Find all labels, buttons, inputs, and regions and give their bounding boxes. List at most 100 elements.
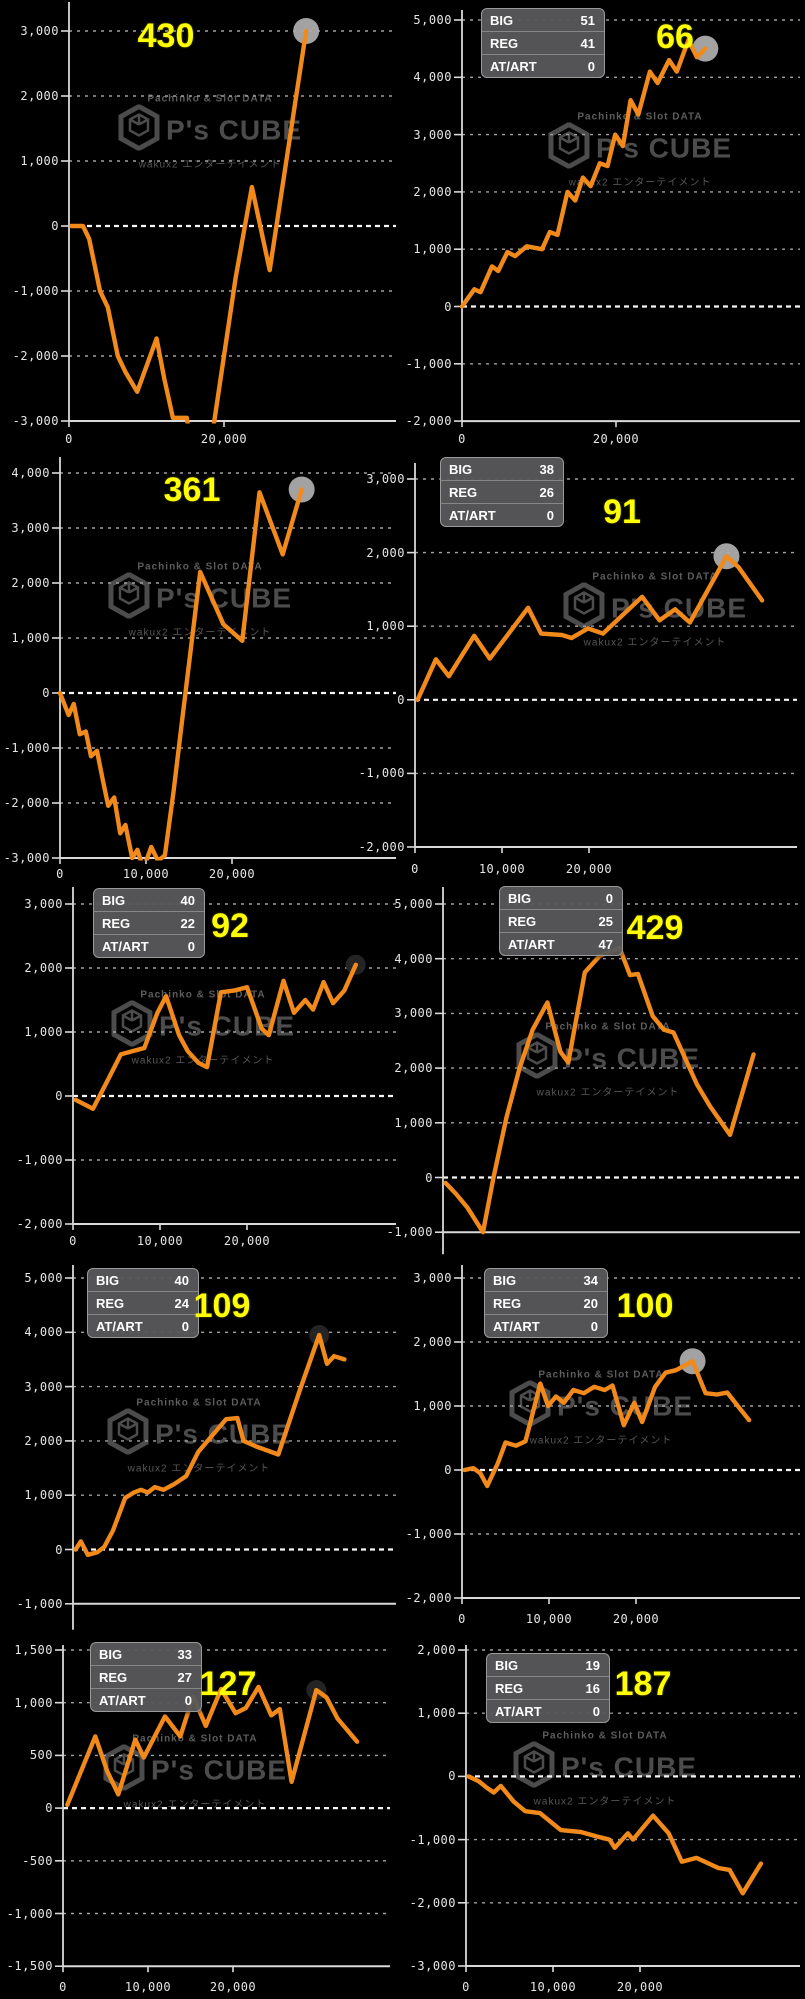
x-tick-label: 0 [458, 432, 466, 446]
y-tick-label: -1,000 [16, 1153, 63, 1167]
stat-value-big: 51 [580, 12, 595, 28]
y-tick-label: 0 [425, 1170, 433, 1185]
plot-svg [65, 1265, 396, 1630]
x-tick-label: 20,000 [616, 1980, 664, 1994]
stat-value-big: 33 [177, 1646, 192, 1662]
y-tick-label: -1,000 [12, 284, 59, 298]
y-tick-label: 0 [55, 1089, 63, 1103]
stat-value-reg: 26 [539, 484, 554, 500]
stat-label-reg: REG [99, 1669, 128, 1685]
stat-label-at_art: AT/ART [495, 1703, 542, 1719]
chart-panel-109: Pachinko & Slot DATA P's CUBE wakux2 エンター… [0, 1261, 403, 1641]
stat-value-at_art: 47 [598, 936, 613, 952]
plot-svg [454, 10, 800, 428]
y-tick-label: -3,000 [12, 414, 59, 428]
stat-value-at_art: 0 [590, 1318, 598, 1334]
y-tick-label: 3,000 [394, 1006, 433, 1021]
y-tick-label: 3,000 [366, 472, 405, 486]
stat-value-at_art: 0 [187, 938, 195, 954]
chart-panel-429: Pachinko & Slot DATA P's CUBE wakux2 エンター… [350, 881, 805, 1261]
stat-label-big: BIG [495, 1657, 519, 1673]
y-tick-label: -500 [22, 1853, 53, 1868]
trend-line [69, 28, 309, 424]
stat-label-big: BIG [508, 890, 532, 906]
x-tick-label: 10,000 [529, 1980, 577, 1994]
x-tick-label: 20,000 [208, 867, 256, 881]
y-tick-label: -2,000 [405, 1591, 452, 1605]
stat-label-reg: REG [493, 1295, 522, 1311]
stat-label-reg: REG [449, 484, 478, 500]
x-tick-label: 0 [69, 1234, 77, 1248]
trend-line [58, 487, 304, 861]
y-tick-label: 4,000 [394, 951, 433, 966]
x-tick-label: 20,000 [209, 1980, 257, 1994]
y-tick-label: 1,000 [20, 154, 59, 168]
y-tick-label: -2,000 [16, 1217, 63, 1231]
plot-svg [458, 1645, 800, 1972]
y-tick-label: 1,000 [24, 1025, 63, 1039]
x-tick-label: 20,000 [565, 862, 613, 876]
stat-label-big: BIG [493, 1272, 517, 1288]
stat-value-reg: 41 [580, 35, 595, 51]
y-tick-label: 5,000 [394, 897, 433, 911]
stat-row-at_art: AT/ART 0 [91, 1688, 201, 1711]
stat-row-reg: REG 27 [91, 1665, 201, 1688]
x-tick-label: 10,000 [136, 1234, 184, 1248]
stat-row-reg: REG 41 [482, 31, 604, 54]
stat-value-at_art: 0 [592, 1703, 600, 1719]
plot-svg [435, 887, 800, 1255]
stat-value-reg: 24 [174, 1295, 189, 1311]
y-tick-label: -1,000 [386, 1225, 433, 1240]
trend-line [462, 1358, 752, 1489]
y-tick-label: -1,500 [6, 1959, 53, 1974]
stat-label-at_art: AT/ART [490, 58, 537, 74]
x-tick-label: 20,000 [200, 432, 248, 446]
stat-row-reg: REG 16 [487, 1676, 609, 1699]
y-tick-label: -1,000 [16, 1596, 63, 1611]
stat-row-reg: REG 26 [441, 480, 563, 503]
machine-number: 66 [656, 18, 694, 56]
y-tick-label: 5,000 [413, 13, 452, 27]
stat-row-big: BIG 38 [441, 458, 563, 480]
stat-value-big: 40 [174, 1272, 189, 1288]
chart-panel-66: Pachinko & Slot DATA P's CUBE wakux2 エンター… [350, 0, 805, 450]
y-tick-label: -1,000 [3, 741, 50, 755]
x-tick-label: 20,000 [612, 1612, 660, 1626]
stat-row-big: BIG 40 [88, 1269, 198, 1291]
chart-panel-361: Pachinko & Slot DATA P's CUBE wakux2 エンター… [0, 451, 403, 881]
stat-label-at_art: AT/ART [99, 1692, 146, 1708]
stat-label-reg: REG [490, 35, 519, 51]
y-tick-label: 0 [51, 219, 59, 233]
stat-row-at_art: AT/ART 47 [500, 932, 622, 955]
y-tick-label: 1,000 [366, 619, 405, 634]
stat-value-big: 19 [585, 1657, 600, 1673]
y-tick-label: 2,000 [366, 545, 405, 560]
y-tick-label: -2,000 [405, 414, 452, 429]
machine-number: 92 [211, 907, 249, 945]
y-tick-label: 2,000 [417, 1643, 456, 1657]
stat-row-reg: REG 22 [94, 911, 204, 934]
x-tick-label: 10,000 [478, 862, 526, 876]
plot-svg [65, 887, 396, 1230]
y-tick-label: 3,000 [413, 127, 452, 142]
machine-number: 127 [199, 1665, 257, 1703]
y-tick-label: 0 [397, 692, 405, 707]
stat-value-at_art: 0 [184, 1692, 192, 1708]
stat-label-reg: REG [495, 1680, 524, 1696]
stat-row-reg: REG 25 [500, 909, 622, 932]
y-tick-label: 0 [45, 1801, 53, 1816]
y-tick-label: 5,000 [24, 1271, 63, 1285]
y-tick-label: -2,000 [409, 1895, 456, 1910]
y-tick-label: -3,000 [3, 851, 50, 865]
y-tick-label: 1,000 [24, 1488, 63, 1503]
stat-value-reg: 20 [583, 1295, 598, 1311]
machine-number: 430 [137, 17, 195, 55]
stat-box: BIG 33 REG 27 AT/ART 0 [90, 1642, 202, 1712]
y-tick-label: 2,000 [24, 1433, 63, 1448]
stat-label-at_art: AT/ART [102, 938, 149, 954]
y-tick-label: 0 [55, 1542, 63, 1557]
machine-number: 109 [193, 1287, 251, 1325]
stat-row-at_art: AT/ART 0 [441, 503, 563, 526]
plot-svg [407, 463, 797, 853]
